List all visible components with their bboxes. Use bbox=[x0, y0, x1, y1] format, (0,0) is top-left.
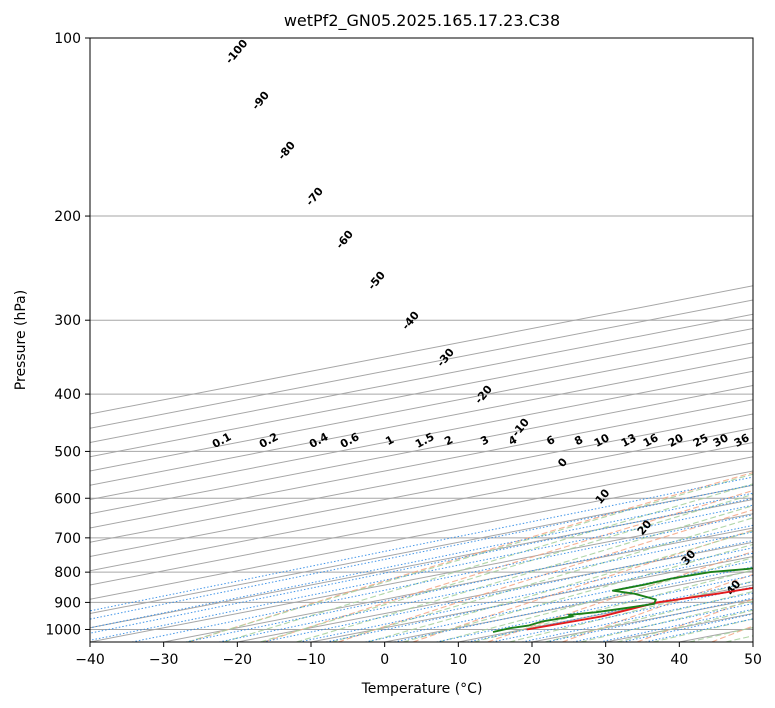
mixing-ratio-line bbox=[599, 608, 753, 642]
moist-adiabat-line bbox=[223, 483, 753, 642]
isotherm-line bbox=[90, 484, 753, 615]
dry-adiabat-line bbox=[636, 598, 753, 642]
y-tick-label: 900 bbox=[54, 595, 81, 611]
dry-adiabat-line bbox=[412, 529, 753, 642]
chart-title: wetPf2_GN05.2025.165.17.23.C38 bbox=[284, 11, 560, 31]
mixing-ratio-line bbox=[262, 540, 753, 642]
isotherm-line bbox=[90, 313, 753, 444]
plot-frame bbox=[89, 37, 754, 643]
y-tick-label: 300 bbox=[54, 313, 81, 329]
isotherm-line bbox=[90, 498, 753, 629]
dewpoint-profile-line bbox=[492, 567, 753, 633]
mixing-ratio-label: 10 bbox=[592, 431, 612, 450]
y-tick-label: 1000 bbox=[45, 622, 81, 638]
moist-adiabat-line bbox=[187, 473, 753, 642]
moist-adiabat-line bbox=[438, 557, 753, 642]
y-tick-label: 200 bbox=[54, 209, 81, 225]
mixing-ratio-label: 20 bbox=[666, 431, 686, 450]
isotherm-line bbox=[90, 456, 753, 586]
y-tick-label: 800 bbox=[54, 565, 81, 581]
mixing-ratio-label: 30 bbox=[711, 431, 731, 450]
isotherm-line bbox=[90, 299, 753, 429]
y-tick-label: 600 bbox=[54, 491, 81, 507]
isotherm-line bbox=[163, 527, 753, 642]
isotherm-line bbox=[90, 285, 753, 415]
mixing-ratio-line bbox=[572, 603, 753, 642]
sounding-profiles bbox=[492, 567, 753, 633]
mixing-ratio-label: 36 bbox=[732, 431, 752, 450]
moist-adiabat-line bbox=[260, 493, 753, 642]
x-tick-label: 20 bbox=[523, 652, 541, 668]
x-axis-label: Temperature (°C) bbox=[361, 681, 483, 697]
y-tick-label: 100 bbox=[54, 31, 81, 47]
axis-ticks: −40 −30 −20 −10 0 10 20 30 40 50 100 200 300 400 500 60… bbox=[45, 31, 762, 668]
x-tick-label: 10 bbox=[449, 652, 467, 668]
x-tick-label: −10 bbox=[296, 652, 326, 668]
isotherm-line bbox=[90, 470, 753, 600]
mixing-ratio-line bbox=[218, 531, 753, 642]
y-tick-label: 700 bbox=[54, 531, 81, 547]
mixing-ratio-line bbox=[521, 592, 753, 642]
x-tick-label: −30 bbox=[149, 652, 179, 668]
mixing-ratio-line bbox=[185, 524, 753, 642]
isotherm-line bbox=[90, 441, 753, 572]
isotherm-line bbox=[90, 427, 753, 558]
isotherm-line bbox=[90, 413, 753, 543]
x-tick-label: 50 bbox=[744, 652, 762, 668]
y-tick-label: 500 bbox=[54, 444, 81, 460]
mixing-ratio-line bbox=[492, 586, 753, 642]
x-tick-label: 0 bbox=[380, 652, 389, 668]
mixing-ratio-line bbox=[546, 597, 753, 642]
background-lines bbox=[90, 38, 753, 642]
isotherm-line bbox=[90, 327, 753, 458]
x-tick-label: −40 bbox=[75, 652, 105, 668]
mixing-ratio-line bbox=[90, 484, 753, 620]
moist-adiabat-line bbox=[367, 530, 753, 642]
dry-adiabat-line bbox=[487, 550, 753, 642]
y-tick-label: 400 bbox=[54, 387, 81, 403]
mixing-ratio-line bbox=[365, 560, 753, 642]
x-tick-label: 40 bbox=[670, 652, 688, 668]
x-tick-label: −20 bbox=[223, 652, 253, 668]
mixing-ratio-label: 16 bbox=[641, 431, 661, 450]
mixing-ratio-label: 25 bbox=[691, 431, 711, 450]
mixing-ratio-label: 13 bbox=[619, 431, 639, 450]
x-tick-label: 30 bbox=[597, 652, 615, 668]
mixing-ratio-line bbox=[325, 552, 753, 642]
moist-adiabat-line bbox=[296, 505, 753, 642]
isotherm-line bbox=[90, 513, 753, 642]
y-axis-label: Pressure (hPa) bbox=[13, 290, 29, 390]
dry-adiabat-line bbox=[263, 490, 753, 642]
mixing-ratio-line bbox=[131, 514, 753, 642]
